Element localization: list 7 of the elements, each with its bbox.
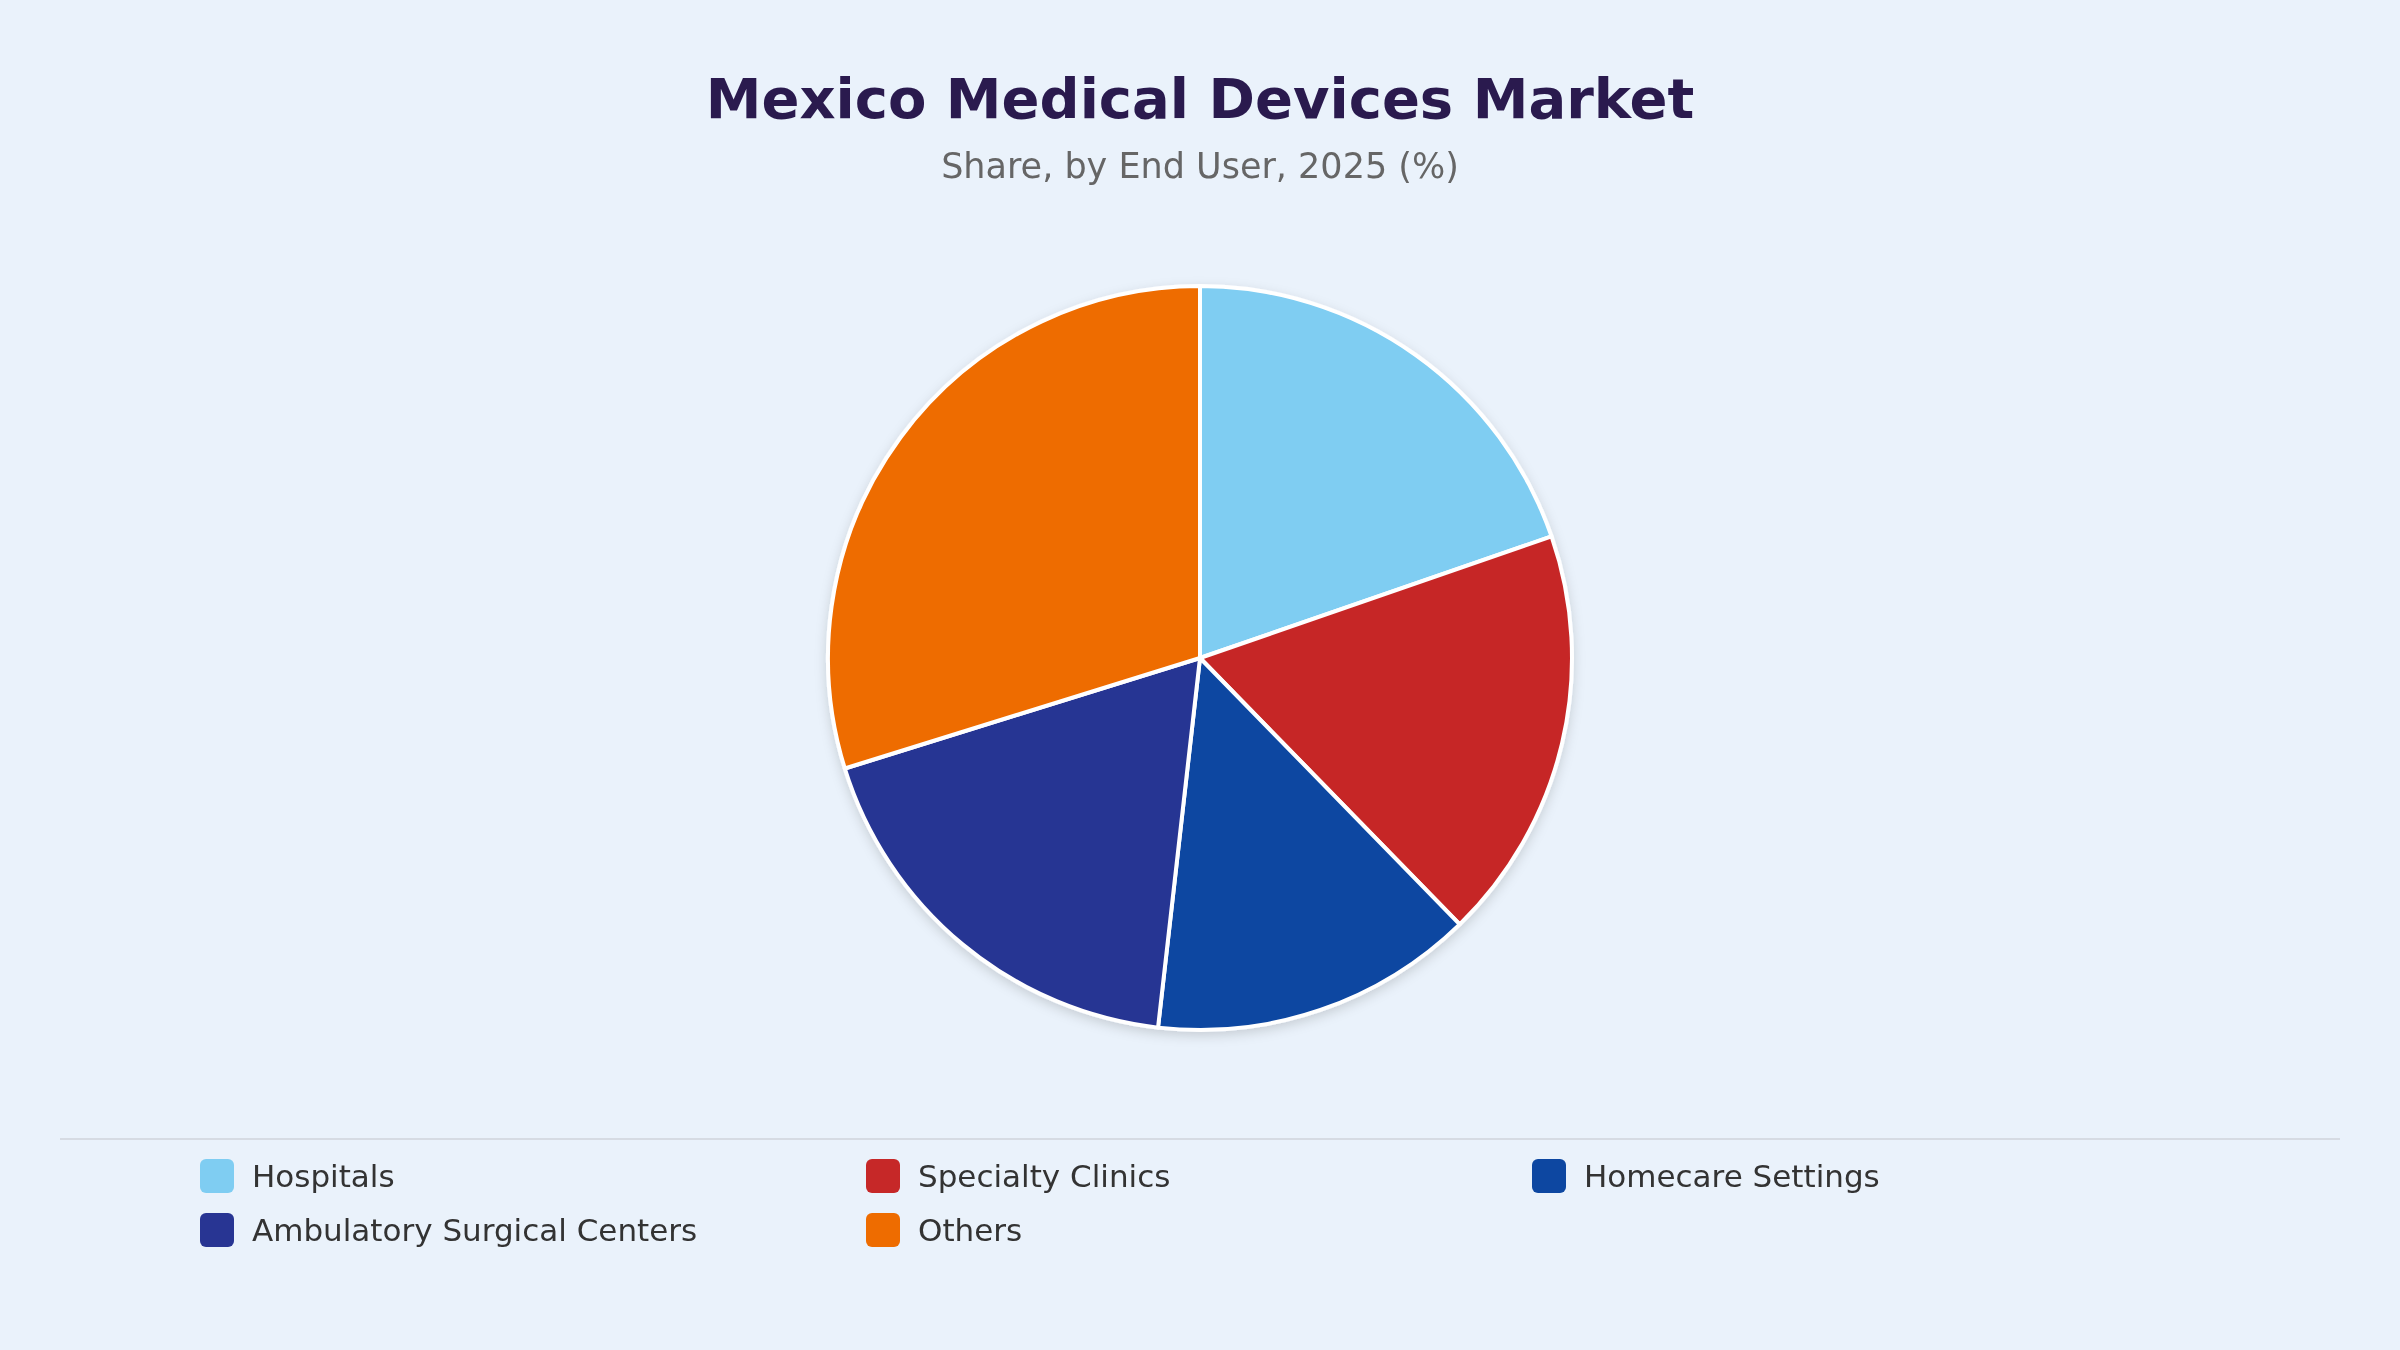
legend-label: Others: [918, 1212, 1023, 1248]
legend-label: Specialty Clinics: [918, 1158, 1171, 1194]
legend-label: Homecare Settings: [1584, 1158, 1880, 1194]
legend-label: Hospitals: [252, 1158, 395, 1194]
legend-label: Ambulatory Surgical Centers: [252, 1212, 698, 1248]
chart-subtitle: Share, by End User, 2025 (%): [941, 146, 1459, 186]
chart-title: Mexico Medical Devices Market: [705, 66, 1695, 131]
